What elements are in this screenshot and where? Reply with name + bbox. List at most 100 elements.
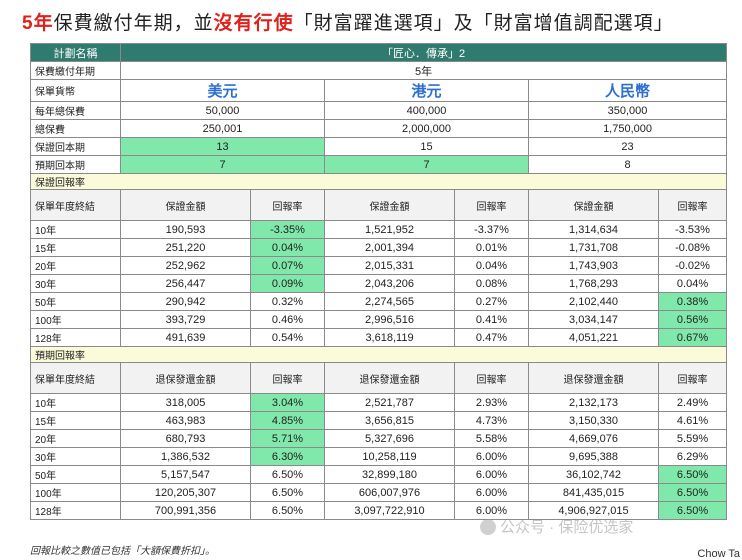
total-premium-usd: 250,001 [120,119,325,138]
currency-usd: 美元 [120,79,325,102]
table-row: 15年 251,220 0.04% 2,001,394 0.01% 1,731,708 -0… [30,238,728,257]
hkd-amount: 2,274,565 [324,292,455,311]
row-year: 20年 [30,256,121,275]
hkd-rate: 6.00% [454,483,529,502]
wechat-icon [480,518,496,535]
guaranteed-column-header-row: 保單年度終結 保證金額 回報率 保證金額 回報率 保證金額 回報率 [30,189,728,221]
hkd-rate: 4.73% [454,411,529,430]
column-header-rate: 回報率 [454,362,529,394]
table-row: 50年 5,157,547 6.50% 32,899,180 6.00% 36,102,7… [30,465,728,484]
hkd-amount: 2,043,206 [324,274,455,293]
rmb-amount: 841,435,015 [528,483,659,502]
rmb-rate: 5.59% [657,429,728,448]
usd-amount: 290,942 [120,292,251,311]
rmb-rate: 6.50% [657,501,728,520]
usd-rate: 0.54% [250,328,325,347]
usd-amount: 120,205,307 [120,483,251,502]
rmb-amount: 1,314,634 [528,220,659,239]
projected-breakeven-rmb: 8 [527,155,728,174]
guaranteed-breakeven-row: 保證回本期 13 15 23 [30,137,728,156]
hkd-amount: 2,996,516 [324,310,455,329]
usd-amount: 190,593 [120,220,251,239]
term-value: 5年 [119,61,728,80]
rmb-amount: 4,906,927,015 [528,501,659,520]
table-row: 20年 252,962 0.07% 2,015,331 0.04% 1,743,903 -0… [30,256,728,275]
hkd-rate: 0.08% [454,274,529,293]
column-header-year: 保單年度終結 [30,362,121,394]
column-header-amount: 保證金額 [528,189,659,221]
usd-amount: 463,983 [120,411,251,430]
usd-amount: 252,962 [120,256,251,275]
row-year: 50年 [30,292,121,311]
usd-rate: -3.35% [250,220,325,239]
guaranteed-breakeven-label: 保證回本期 [30,137,121,156]
rmb-amount: 3,034,147 [528,310,659,329]
usd-amount: 1,386,532 [120,447,251,466]
table-row: 100年 120,205,307 6.50% 606,007,976 6.00% 841,… [30,483,728,502]
guaranteed-breakeven-usd: 13 [120,137,325,156]
page-title: 5年保費繳付年期，並沒有行使「財富躍進選項」及「財富增值調配選項」 [22,8,674,35]
hkd-amount: 3,656,815 [324,411,455,430]
usd-rate: 6.50% [250,483,325,502]
table-row: 128年 700,991,356 6.50% 3,097,722,910 6.00% 4,… [30,501,728,520]
row-year: 30年 [30,274,121,293]
usd-amount: 680,793 [120,429,251,448]
usd-rate: 6.30% [250,447,325,466]
plan-comparison-table: 計劃名稱 「匠心．傳承」2 保費繳付年期 5年 保單貨幣 美元 港元 人民幣 每… [29,43,728,520]
projected-section-row: 預期回報率 [29,346,728,363]
annual-premium-row: 每年總保費 50,000 400,000 350,000 [30,101,728,120]
column-header-amount: 退保發還金額 [120,362,251,394]
usd-rate: 3.04% [250,393,325,412]
row-year: 20年 [30,429,121,448]
annual-premium-hkd: 400,000 [324,101,529,120]
usd-amount: 251,220 [120,238,251,257]
column-header-rate: 回報率 [250,362,325,394]
row-year: 30年 [30,447,121,466]
hkd-rate: 0.01% [454,238,529,257]
table-row: 10年 318,005 3.04% 2,521,787 2.93% 2,132,173 2.… [30,393,728,412]
projected-breakeven-label: 預期回本期 [30,155,121,174]
annual-premium-label: 每年總保費 [30,101,121,120]
guaranteed-section-row: 保證回報率 [29,173,728,190]
rmb-amount: 1,768,293 [528,274,659,293]
column-header-rate: 回報率 [657,189,728,221]
table-row: 100年 393,729 0.46% 2,996,516 0.41% 3,034,147 0… [30,310,728,329]
rmb-amount: 4,051,221 [528,328,659,347]
rmb-amount: 36,102,742 [528,465,659,484]
hkd-rate: 2.93% [454,393,529,412]
projected-breakeven-row: 預期回本期 7 7 8 [30,155,728,174]
hkd-rate: 6.00% [454,501,529,520]
currency-rmb: 人民幣 [527,79,728,102]
annual-premium-usd: 50,000 [120,101,325,120]
hkd-amount: 2,015,331 [324,256,455,275]
total-premium-label: 總保費 [30,119,121,138]
total-premium-row: 總保費 250,001 2,000,000 1,750,000 [30,119,728,138]
rmb-rate: 2.49% [657,393,728,412]
hkd-rate: 6.00% [454,465,529,484]
term-row: 保費繳付年期 5年 [30,61,728,80]
usd-rate: 0.09% [250,274,325,293]
rmb-rate: -3.53% [657,220,728,239]
rmb-rate: -0.02% [657,256,728,275]
usd-amount: 256,447 [120,274,251,293]
rmb-amount: 4,669,076 [528,429,659,448]
column-header-amount: 保證金額 [120,189,251,221]
title-text: 保費繳付年期，並 [53,13,214,34]
rmb-rate: 6.29% [657,447,728,466]
guaranteed-section-label: 保證回報率 [29,173,728,190]
rmb-rate: 6.50% [657,483,728,502]
table-row: 30年 256,447 0.09% 2,043,206 0.08% 1,768,293 0.… [30,274,728,293]
projected-breakeven-hkd: 7 [324,155,529,174]
usd-rate: 0.32% [250,292,325,311]
hkd-amount: 5,327,696 [324,429,455,448]
rmb-rate: 0.04% [657,274,728,293]
column-header-rate: 回報率 [454,189,529,221]
rmb-amount: 2,102,440 [528,292,659,311]
rmb-rate: 0.56% [657,310,728,329]
rmb-rate: 0.67% [657,328,728,347]
column-header-year: 保單年度終結 [30,189,121,221]
row-year: 100年 [30,310,121,329]
column-header-rate: 回報率 [657,362,728,394]
table-row: 30年 1,386,532 6.30% 10,258,119 6.00% 9,695,38… [30,447,728,466]
rmb-amount: 2,132,173 [528,393,659,412]
